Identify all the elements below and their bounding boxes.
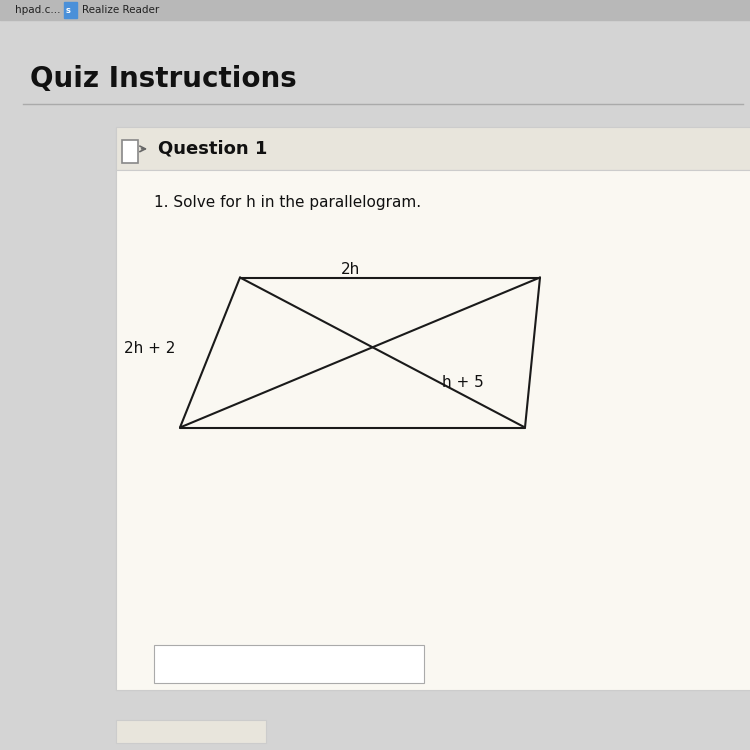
Text: 1. Solve for h in the parallelogram.: 1. Solve for h in the parallelogram. [154, 195, 421, 210]
Bar [154, 645, 424, 682]
Bar [116, 128, 750, 170]
Bar [116, 128, 750, 690]
Text: hpad.c...: hpad.c... [15, 5, 61, 15]
Bar [116, 720, 266, 742]
Bar [0, 0, 750, 20]
Bar [64, 2, 77, 18]
Text: Question 1: Question 1 [158, 140, 267, 158]
Text: h + 5: h + 5 [442, 375, 485, 390]
Text: Quiz Instructions: Quiz Instructions [30, 64, 297, 93]
Bar [122, 140, 138, 163]
Text: s: s [65, 6, 70, 15]
Text: 2h + 2: 2h + 2 [124, 341, 175, 356]
Text: Realize Reader: Realize Reader [82, 5, 160, 15]
Text: 2h: 2h [341, 262, 361, 278]
Bar [116, 170, 750, 690]
Bar [0, 720, 750, 750]
